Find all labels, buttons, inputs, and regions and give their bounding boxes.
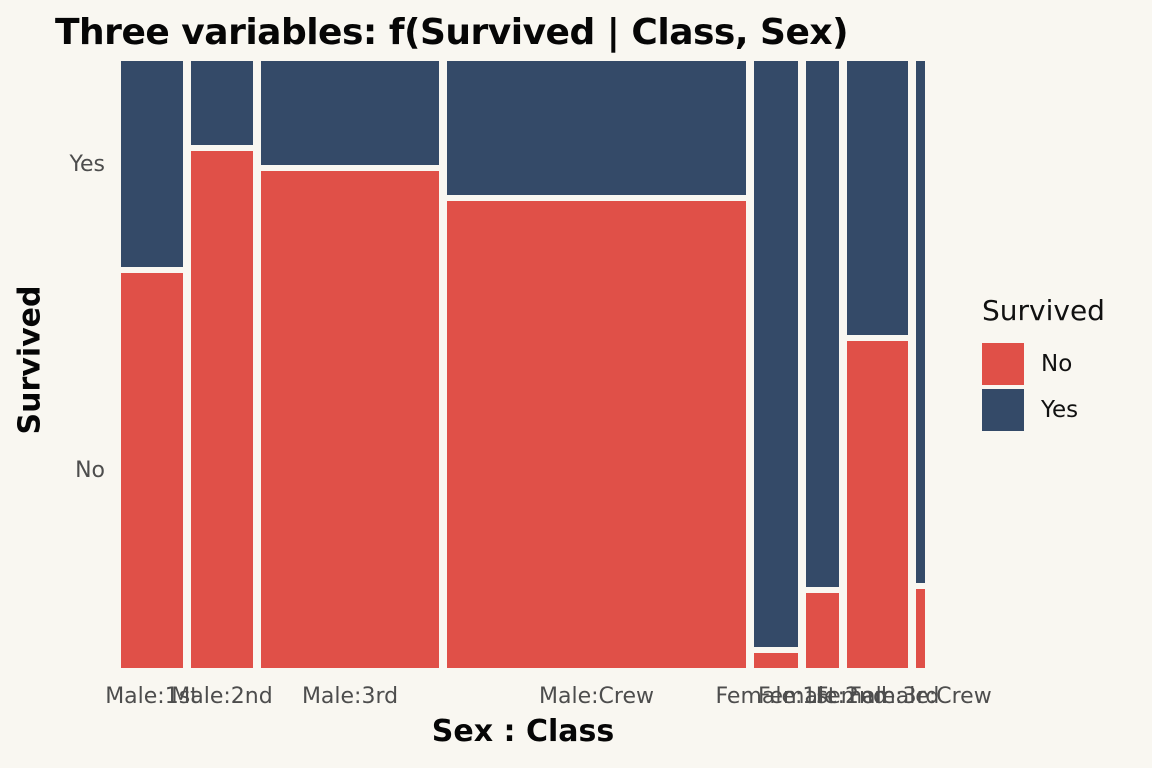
mosaic-segment-yes bbox=[806, 61, 839, 588]
y-axis-title: Survived bbox=[12, 285, 48, 435]
mosaic-segment-no bbox=[191, 150, 253, 668]
mosaic-segment-yes bbox=[261, 61, 440, 165]
legend-item-label: No bbox=[1041, 351, 1073, 377]
x-tick-label: Female:Crew bbox=[849, 684, 992, 709]
legend-title: Survived bbox=[982, 294, 1105, 327]
chart-title: Three variables: f(Survived | Class, Sex… bbox=[55, 12, 849, 53]
mosaic-segment-yes bbox=[846, 61, 909, 336]
mosaic-segment-no bbox=[121, 272, 183, 668]
x-axis-title: Sex : Class bbox=[431, 714, 615, 749]
legend-item: Yes bbox=[982, 389, 1105, 431]
legend: Survived No Yes bbox=[982, 294, 1105, 435]
x-tick-label: Female:2nd bbox=[758, 684, 887, 709]
mosaic-segment-no bbox=[754, 652, 798, 668]
legend-items: No Yes bbox=[982, 343, 1105, 431]
legend-swatch bbox=[982, 343, 1024, 385]
x-tick-label: Female:1st bbox=[715, 684, 837, 709]
mosaic-segment-yes bbox=[447, 61, 746, 196]
mosaic-segment-yes bbox=[191, 61, 253, 145]
mosaic-segment-yes bbox=[916, 61, 925, 584]
legend-item: No bbox=[982, 343, 1105, 385]
legend-item-label: Yes bbox=[1041, 397, 1079, 423]
x-tick-label: Male:Crew bbox=[539, 684, 655, 709]
x-tick-label: Female:3rd bbox=[815, 684, 940, 709]
y-tick-label: No bbox=[75, 458, 105, 484]
mosaic-segment-no bbox=[846, 341, 909, 668]
mosaic-segment-no bbox=[806, 593, 839, 668]
x-tick-label: Male:1st bbox=[105, 684, 199, 709]
mosaic-segment-no bbox=[916, 589, 925, 668]
legend-swatch bbox=[982, 389, 1024, 431]
mosaic-segment-no bbox=[261, 170, 440, 668]
x-tick-label: Male:3rd bbox=[301, 684, 399, 709]
plot-area bbox=[121, 61, 925, 668]
mosaic-segment-no bbox=[447, 201, 746, 668]
mosaic-segment-yes bbox=[121, 61, 183, 267]
y-tick-label: Yes bbox=[69, 151, 105, 177]
x-tick-label: Male:2nd bbox=[171, 684, 273, 709]
mosaic-segment-yes bbox=[754, 61, 798, 647]
